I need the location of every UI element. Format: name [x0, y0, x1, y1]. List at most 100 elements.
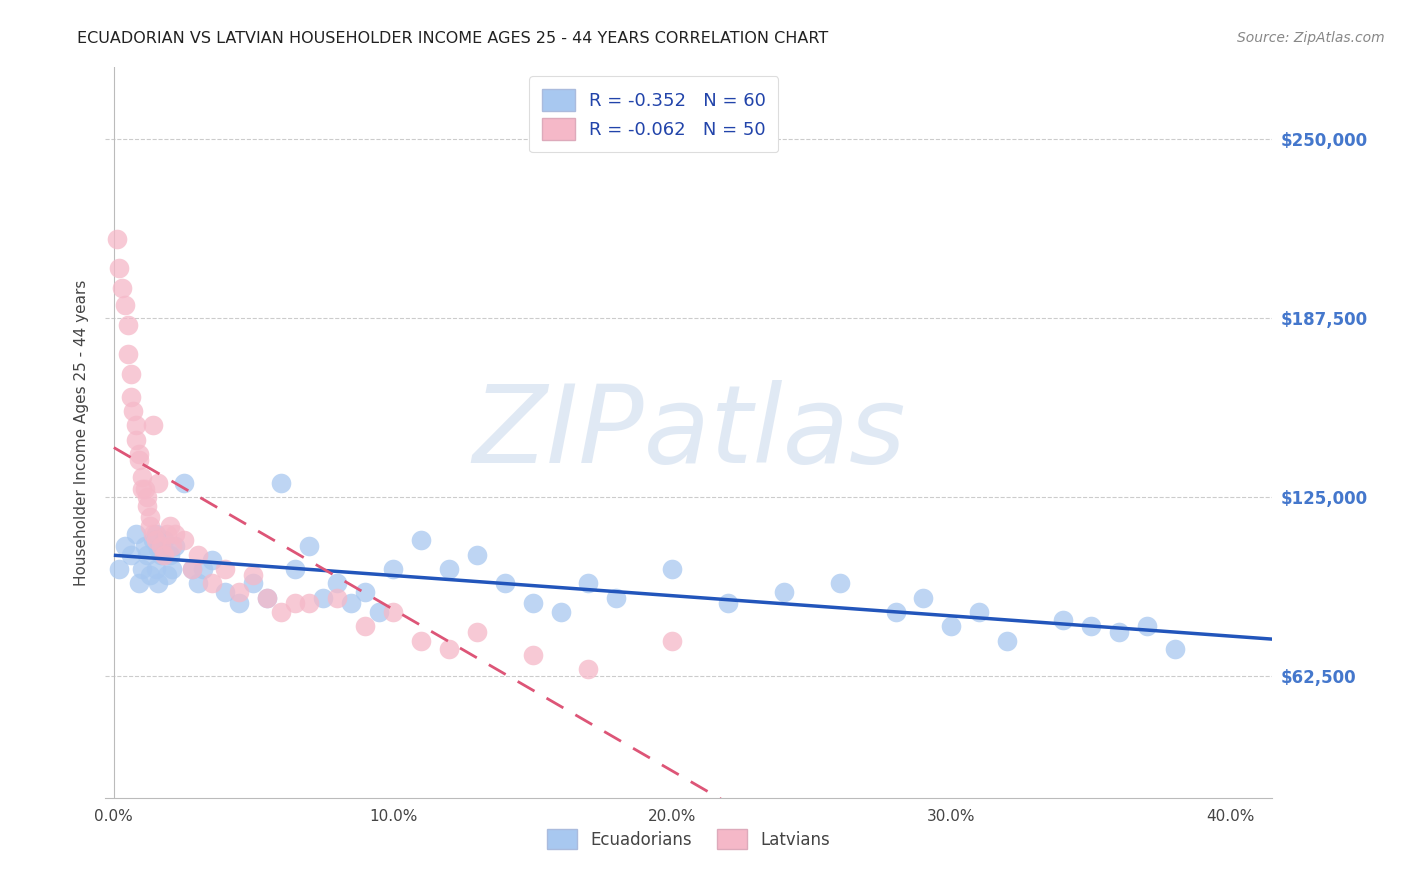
- Point: [200, 553, 222, 567]
- Point: [187, 576, 209, 591]
- Point: [522, 596, 544, 610]
- Point: [326, 576, 349, 591]
- Point: [142, 527, 165, 541]
- Point: [181, 562, 204, 576]
- Point: [120, 367, 142, 381]
- Point: [134, 539, 156, 553]
- Point: [368, 605, 391, 619]
- Text: ZIPatlas: ZIPatlas: [472, 380, 905, 485]
- Point: [136, 548, 159, 562]
- Point: [136, 490, 159, 504]
- Point: [136, 499, 159, 513]
- Point: [181, 562, 204, 576]
- Legend: Ecuadorians, Latvians: Ecuadorians, Latvians: [541, 822, 837, 855]
- Point: [139, 510, 162, 524]
- Point: [437, 642, 460, 657]
- Point: [105, 232, 128, 246]
- Point: [114, 298, 136, 312]
- Point: [409, 533, 432, 548]
- Point: [717, 596, 740, 610]
- Point: [142, 533, 165, 548]
- Point: [150, 539, 173, 553]
- Point: [284, 596, 307, 610]
- Point: [354, 584, 377, 599]
- Point: [228, 584, 250, 599]
- Point: [150, 548, 173, 562]
- Point: [284, 562, 307, 576]
- Point: [270, 475, 292, 490]
- Point: [148, 475, 170, 490]
- Point: [242, 576, 264, 591]
- Point: [162, 539, 184, 553]
- Point: [108, 562, 131, 576]
- Point: [131, 470, 153, 484]
- Point: [256, 591, 278, 605]
- Text: ECUADORIAN VS LATVIAN HOUSEHOLDER INCOME AGES 25 - 44 YEARS CORRELATION CHART: ECUADORIAN VS LATVIAN HOUSEHOLDER INCOME…: [77, 31, 828, 46]
- Point: [884, 605, 907, 619]
- Point: [165, 527, 187, 541]
- Point: [465, 624, 488, 639]
- Point: [605, 591, 627, 605]
- Point: [159, 519, 181, 533]
- Point: [270, 605, 292, 619]
- Point: [214, 562, 236, 576]
- Point: [661, 562, 683, 576]
- Point: [437, 562, 460, 576]
- Point: [409, 633, 432, 648]
- Point: [326, 591, 349, 605]
- Point: [131, 482, 153, 496]
- Point: [120, 390, 142, 404]
- Point: [298, 539, 321, 553]
- Text: Source: ZipAtlas.com: Source: ZipAtlas.com: [1237, 31, 1385, 45]
- Point: [148, 541, 170, 556]
- Point: [128, 447, 150, 461]
- Point: [153, 533, 176, 548]
- Point: [120, 548, 142, 562]
- Point: [173, 533, 195, 548]
- Point: [108, 260, 131, 275]
- Y-axis label: Householder Income Ages 25 - 44 years: Householder Income Ages 25 - 44 years: [73, 279, 89, 586]
- Point: [661, 633, 683, 648]
- Point: [125, 527, 148, 541]
- Point: [173, 475, 195, 490]
- Point: [228, 596, 250, 610]
- Point: [773, 584, 796, 599]
- Point: [298, 596, 321, 610]
- Point: [145, 527, 167, 541]
- Point: [134, 482, 156, 496]
- Point: [117, 318, 139, 332]
- Point: [578, 576, 600, 591]
- Point: [162, 562, 184, 576]
- Point: [354, 619, 377, 633]
- Point: [145, 533, 167, 548]
- Point: [122, 404, 145, 418]
- Point: [340, 596, 363, 610]
- Point: [145, 562, 167, 576]
- Point: [114, 539, 136, 553]
- Point: [156, 527, 179, 541]
- Point: [128, 576, 150, 591]
- Point: [382, 605, 405, 619]
- Point: [153, 548, 176, 562]
- Point: [142, 418, 165, 433]
- Point: [912, 591, 935, 605]
- Point: [191, 562, 214, 576]
- Point: [214, 584, 236, 599]
- Point: [159, 548, 181, 562]
- Point: [139, 519, 162, 533]
- Point: [1136, 619, 1159, 633]
- Point: [312, 591, 335, 605]
- Point: [125, 418, 148, 433]
- Point: [828, 576, 851, 591]
- Point: [242, 567, 264, 582]
- Point: [165, 539, 187, 553]
- Point: [139, 567, 162, 582]
- Point: [156, 567, 179, 582]
- Point: [941, 619, 963, 633]
- Point: [550, 605, 572, 619]
- Point: [522, 648, 544, 662]
- Point: [382, 562, 405, 576]
- Point: [128, 453, 150, 467]
- Point: [200, 576, 222, 591]
- Point: [125, 433, 148, 447]
